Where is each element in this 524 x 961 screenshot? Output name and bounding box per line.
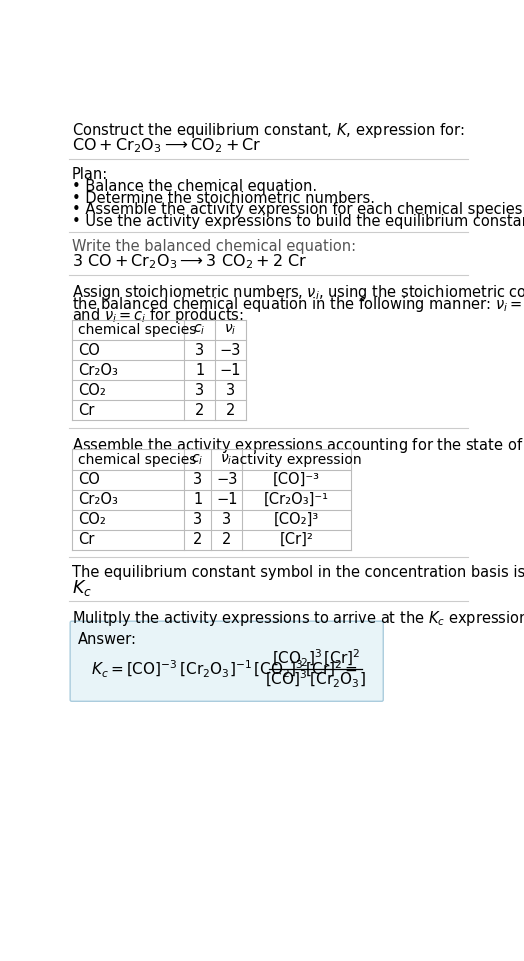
Text: Cr₂O₃: Cr₂O₃ [78,362,118,378]
Text: −3: −3 [220,343,241,357]
Text: Write the balanced chemical equation:: Write the balanced chemical equation: [72,239,356,255]
Text: 3: 3 [193,512,202,527]
Text: [Cr]²: [Cr]² [279,532,313,547]
Text: The equilibrium constant symbol in the concentration basis is:: The equilibrium constant symbol in the c… [72,565,524,580]
Text: [CO₂]³: [CO₂]³ [274,512,319,527]
Text: Cr₂O₃: Cr₂O₃ [78,492,118,507]
Text: −1: −1 [220,362,242,378]
Text: Answer:: Answer: [78,632,137,647]
Text: $\mathrm{CO + Cr_2O_3 \longrightarrow CO_2 + Cr}$: $\mathrm{CO + Cr_2O_3 \longrightarrow CO… [72,136,261,155]
Text: 3: 3 [193,472,202,487]
Text: 2: 2 [222,532,232,547]
Text: [Cr₂O₃]⁻¹: [Cr₂O₃]⁻¹ [264,492,329,507]
Text: 1: 1 [195,362,204,378]
Text: activity expression: activity expression [231,453,362,466]
Text: Assemble the activity expressions accounting for the state of matter and $\nu_i$: Assemble the activity expressions accoun… [72,435,524,455]
Text: • Balance the chemical equation.: • Balance the chemical equation. [72,180,317,194]
Text: • Determine the stoichiometric numbers.: • Determine the stoichiometric numbers. [72,191,375,206]
Text: Construct the equilibrium constant, $K$, expression for:: Construct the equilibrium constant, $K$,… [72,121,464,140]
Text: 1: 1 [193,492,202,507]
Text: the balanced chemical equation in the following manner: $\nu_i = -c_i$ for react: the balanced chemical equation in the fo… [72,295,524,313]
Text: $c_i$: $c_i$ [191,453,204,467]
Text: CO₂: CO₂ [78,512,106,527]
Text: 3: 3 [222,512,231,527]
Text: Mulitply the activity expressions to arrive at the $K_c$ expression:: Mulitply the activity expressions to arr… [72,609,524,628]
Text: 2: 2 [193,532,202,547]
Text: CO: CO [78,343,100,357]
Text: 2: 2 [226,403,235,418]
Text: $[\mathrm{CO_2}]^3\,[\mathrm{Cr}]^2$: $[\mathrm{CO_2}]^3\,[\mathrm{Cr}]^2$ [271,648,360,669]
Text: Cr: Cr [78,532,94,547]
Text: 3: 3 [195,343,204,357]
Text: 3: 3 [195,382,204,398]
Text: [CO]⁻³: [CO]⁻³ [273,472,320,487]
Text: 2: 2 [195,403,204,418]
Text: $[\mathrm{CO}]^3\,[\mathrm{Cr_2O_3}]$: $[\mathrm{CO}]^3\,[\mathrm{Cr_2O_3}]$ [266,669,366,690]
Text: $\nu_i$: $\nu_i$ [224,323,237,337]
Text: $c_i$: $c_i$ [193,323,206,337]
Text: • Use the activity expressions to build the equilibrium constant expression.: • Use the activity expressions to build … [72,214,524,229]
Text: 3: 3 [226,382,235,398]
Text: Assign stoichiometric numbers, $\nu_i$, using the stoichiometric coefficients, $: Assign stoichiometric numbers, $\nu_i$, … [72,283,524,302]
Text: and $\nu_i = c_i$ for products:: and $\nu_i = c_i$ for products: [72,307,244,325]
Text: $K_c$: $K_c$ [72,579,92,598]
Text: −3: −3 [216,472,237,487]
Text: $\nu_i$: $\nu_i$ [221,453,233,467]
Text: Plan:: Plan: [72,167,108,182]
Text: $\mathrm{3\ CO + Cr_2O_3 \longrightarrow 3\ CO_2 + 2\ Cr}$: $\mathrm{3\ CO + Cr_2O_3 \longrightarrow… [72,253,307,271]
Text: Cr: Cr [78,403,94,418]
FancyBboxPatch shape [70,621,383,702]
Text: −1: −1 [216,492,237,507]
Text: CO: CO [78,472,100,487]
Text: chemical species: chemical species [78,323,196,337]
Text: chemical species: chemical species [78,453,196,466]
Text: • Assemble the activity expression for each chemical species.: • Assemble the activity expression for e… [72,203,524,217]
Text: CO₂: CO₂ [78,382,106,398]
Text: $K_c = [\mathrm{CO}]^{-3}\,[\mathrm{Cr_2O_3}]^{-1}\,[\mathrm{CO_2}]^3\,[\mathrm{: $K_c = [\mathrm{CO}]^{-3}\,[\mathrm{Cr_2… [91,658,358,679]
